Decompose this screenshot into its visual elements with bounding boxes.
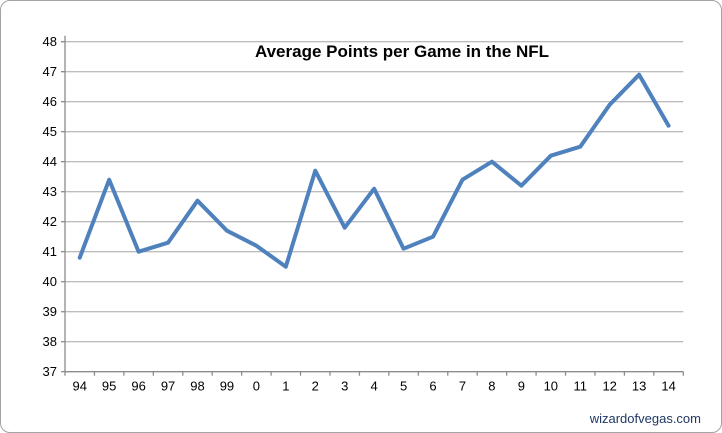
x-tick-label: 94 <box>72 379 86 394</box>
y-tick-label: 39 <box>43 304 57 319</box>
x-tick-label: 4 <box>371 379 378 394</box>
y-tick-label: 40 <box>43 274 57 289</box>
x-tick-label: 10 <box>544 379 558 394</box>
x-tick-label: 3 <box>341 379 348 394</box>
x-tick-label: 1 <box>282 379 289 394</box>
y-tick-label: 48 <box>43 34 57 49</box>
y-tick-label: 45 <box>43 124 57 139</box>
x-tick-label: 97 <box>161 379 175 394</box>
chart-title: Average Points per Game in the NFL <box>255 42 549 61</box>
watermark-text: wizardofvegas.com <box>589 411 701 426</box>
x-tick-label: 6 <box>429 379 436 394</box>
y-tick-label: 43 <box>43 184 57 199</box>
x-tick-label: 7 <box>459 379 466 394</box>
y-tick-label: 42 <box>43 214 57 229</box>
x-tick-label: 95 <box>102 379 116 394</box>
axes-group <box>61 35 684 376</box>
x-tick-label: 11 <box>574 379 588 394</box>
y-tick-label: 38 <box>43 334 57 349</box>
x-tick-label: 96 <box>131 379 145 394</box>
y-tick-label: 47 <box>43 64 57 79</box>
x-tick-label: 9 <box>518 379 525 394</box>
data-series-group <box>77 72 671 269</box>
x-tick-label: 99 <box>220 379 234 394</box>
x-tick-label: 0 <box>253 379 260 394</box>
x-tick-label: 98 <box>190 379 204 394</box>
y-tick-label: 37 <box>43 364 57 379</box>
x-tick-label: 12 <box>602 379 616 394</box>
x-tick-label: 8 <box>488 379 495 394</box>
y-tick-label: 41 <box>43 244 57 259</box>
x-tick-label: 2 <box>312 379 319 394</box>
y-tick-label: 44 <box>43 154 57 169</box>
x-tick-label: 13 <box>632 379 646 394</box>
y-tick-label: 46 <box>43 94 57 109</box>
data-series-line <box>77 72 671 269</box>
x-tick-label: 5 <box>400 379 407 394</box>
x-tick-label: 14 <box>661 379 675 394</box>
